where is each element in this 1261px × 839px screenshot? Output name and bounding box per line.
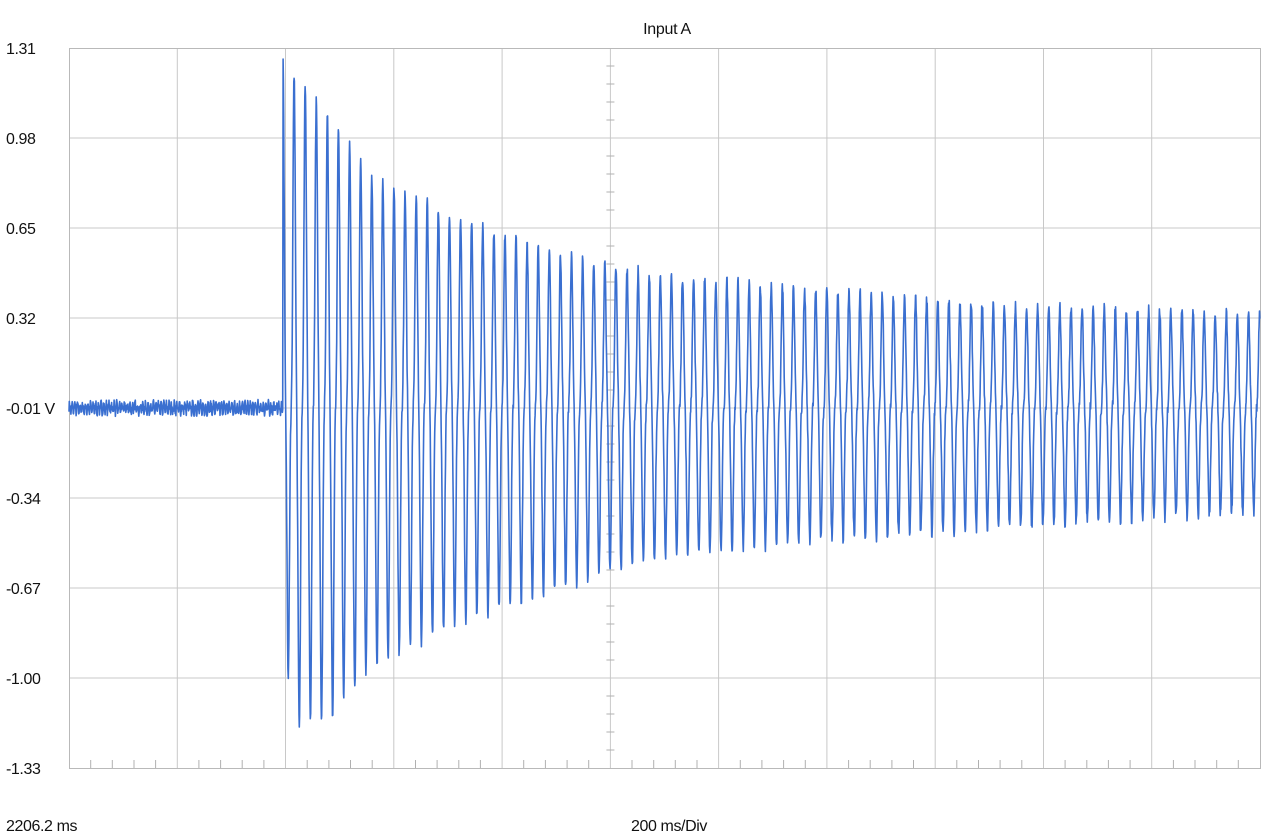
chart-title: Input A bbox=[643, 21, 691, 38]
y-tick-label: -1.00 bbox=[6, 671, 41, 688]
minor-ticks bbox=[90, 65, 1239, 768]
y-tick-label: -0.34 bbox=[6, 491, 41, 508]
y-tick-label: 1.31 bbox=[6, 41, 36, 58]
y-tick-label: 0.65 bbox=[6, 221, 36, 238]
y-tick-label: -0.67 bbox=[6, 581, 41, 598]
y-axis-tick-labels: 1.31 0.98 0.65 0.32 -0.01 V -0.34 -0.67 -1.00 -1… bbox=[6, 41, 56, 778]
time-per-division-label: 200 ms/Div bbox=[631, 818, 707, 835]
x-start-label: 2206.2 ms bbox=[6, 818, 78, 835]
y-tick-label: -1.33 bbox=[6, 761, 41, 778]
y-tick-label: 0.32 bbox=[6, 311, 36, 328]
y-tick-label: -0.01 V bbox=[6, 401, 56, 418]
y-tick-label: 0.98 bbox=[6, 131, 36, 148]
signal-trace bbox=[68, 58, 1261, 728]
